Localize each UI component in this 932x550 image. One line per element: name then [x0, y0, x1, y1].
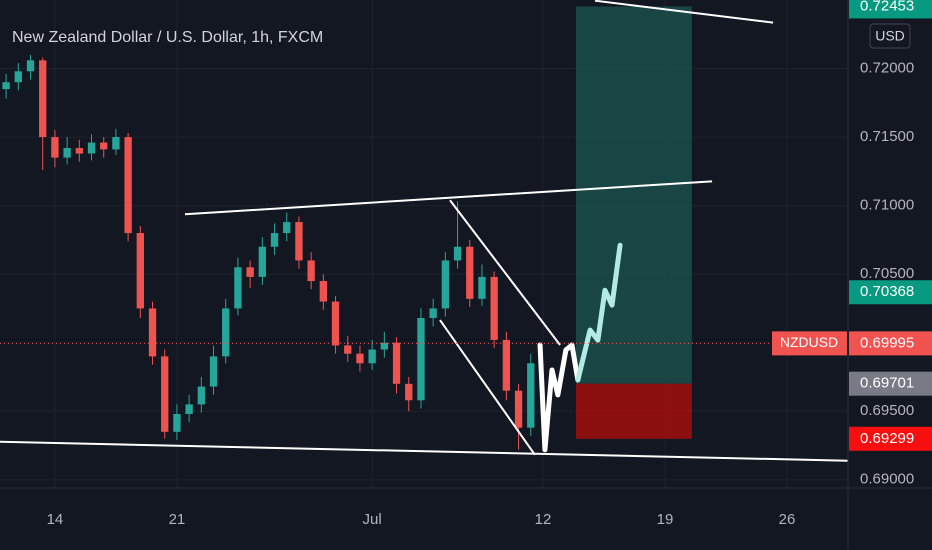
y-tick-label: 0.71000 — [860, 197, 914, 214]
price-tag-label: 0.72453 — [860, 0, 914, 14]
loss-zone — [575, 383, 692, 439]
candle-body — [478, 276, 486, 299]
candle-body — [466, 246, 474, 299]
y-tick-label: 0.70500 — [860, 265, 914, 282]
candle-body — [368, 349, 376, 364]
trend-line — [0, 440, 849, 462]
x-tick-label: 12 — [535, 511, 552, 528]
trend-line — [449, 199, 561, 346]
price-tag — [849, 280, 932, 305]
trend-line — [184, 180, 713, 216]
current-price-label: 0.69995 — [860, 334, 914, 351]
candle-body — [502, 339, 511, 391]
candle-body — [258, 246, 266, 277]
candle-body — [51, 137, 59, 158]
currency-box[interactable] — [869, 23, 911, 49]
price-tag-label: 0.69701 — [860, 375, 914, 392]
candle-body — [100, 142, 108, 150]
candle-body — [405, 383, 413, 401]
candle-body — [307, 260, 315, 282]
candle-body — [63, 148, 71, 158]
candle-body — [87, 142, 96, 154]
candle-body — [39, 60, 47, 138]
x-tick-label: Jul — [363, 511, 382, 528]
candle-body — [161, 356, 169, 432]
candle-body — [2, 82, 10, 90]
candle-body — [124, 137, 132, 234]
x-tick-label: 14 — [47, 511, 64, 528]
chart-title: New Zealand Dollar / U.S. Dollar, 1h, FX… — [12, 29, 323, 46]
y-tick-label: 0.72000 — [860, 60, 914, 77]
candle-body — [209, 356, 218, 387]
x-tick-label: 19 — [657, 511, 674, 528]
price-tag-label: 0.70368 — [860, 283, 914, 300]
candle-body — [173, 413, 181, 432]
candle-body — [490, 276, 498, 340]
candle-body — [270, 233, 279, 247]
price-tag-label: 0.69299 — [860, 430, 914, 447]
plot-area — [0, 0, 849, 488]
y-tick-label: 0.69500 — [860, 402, 914, 419]
current-price-tag — [849, 331, 932, 356]
candle-body — [380, 342, 389, 350]
candle-body — [234, 267, 242, 309]
price-tag — [849, 371, 932, 396]
candle-body — [344, 345, 352, 354]
trend-line — [439, 319, 536, 456]
candle-body — [441, 260, 450, 309]
candle-body — [148, 308, 157, 357]
candle-body — [331, 301, 340, 346]
candle-body — [429, 308, 437, 319]
candle-body — [246, 267, 254, 277]
candle-body — [417, 318, 425, 401]
trend-line — [594, 0, 774, 24]
candle-body — [319, 281, 327, 302]
candle-body — [356, 353, 364, 364]
price-tag — [849, 0, 932, 19]
candle-body — [295, 222, 303, 261]
candle-body — [222, 308, 230, 357]
candle-body — [392, 342, 401, 384]
candle-body — [197, 386, 205, 405]
y-tick-label: 0.71500 — [860, 128, 914, 145]
candle-body — [26, 60, 35, 72]
candle-body — [75, 148, 83, 154]
projection-path — [575, 242, 623, 383]
symbol-tag — [772, 331, 847, 356]
profit-zone — [575, 6, 692, 384]
candle-body — [14, 71, 22, 83]
symbol-tag-label: NZDUSD — [780, 334, 838, 350]
projection-path — [537, 342, 581, 453]
price-axis-panel — [848, 0, 932, 550]
axes: 0.690000.695000.700000.705000.710000.715… — [47, 0, 932, 528]
x-tick-label: 26 — [779, 511, 796, 528]
price-tag — [849, 426, 932, 451]
candle-body — [283, 222, 291, 234]
candle-body — [185, 404, 193, 414]
candle-body — [527, 363, 535, 428]
candle-body — [112, 137, 120, 150]
candle-body — [136, 233, 144, 309]
x-tick-label: 21 — [169, 511, 186, 528]
candle-body — [514, 390, 523, 428]
y-tick-label: 0.69000 — [860, 471, 914, 488]
time-axis-panel — [0, 488, 848, 550]
currency[interactable]: USD — [875, 28, 905, 44]
candle-body — [453, 246, 462, 261]
